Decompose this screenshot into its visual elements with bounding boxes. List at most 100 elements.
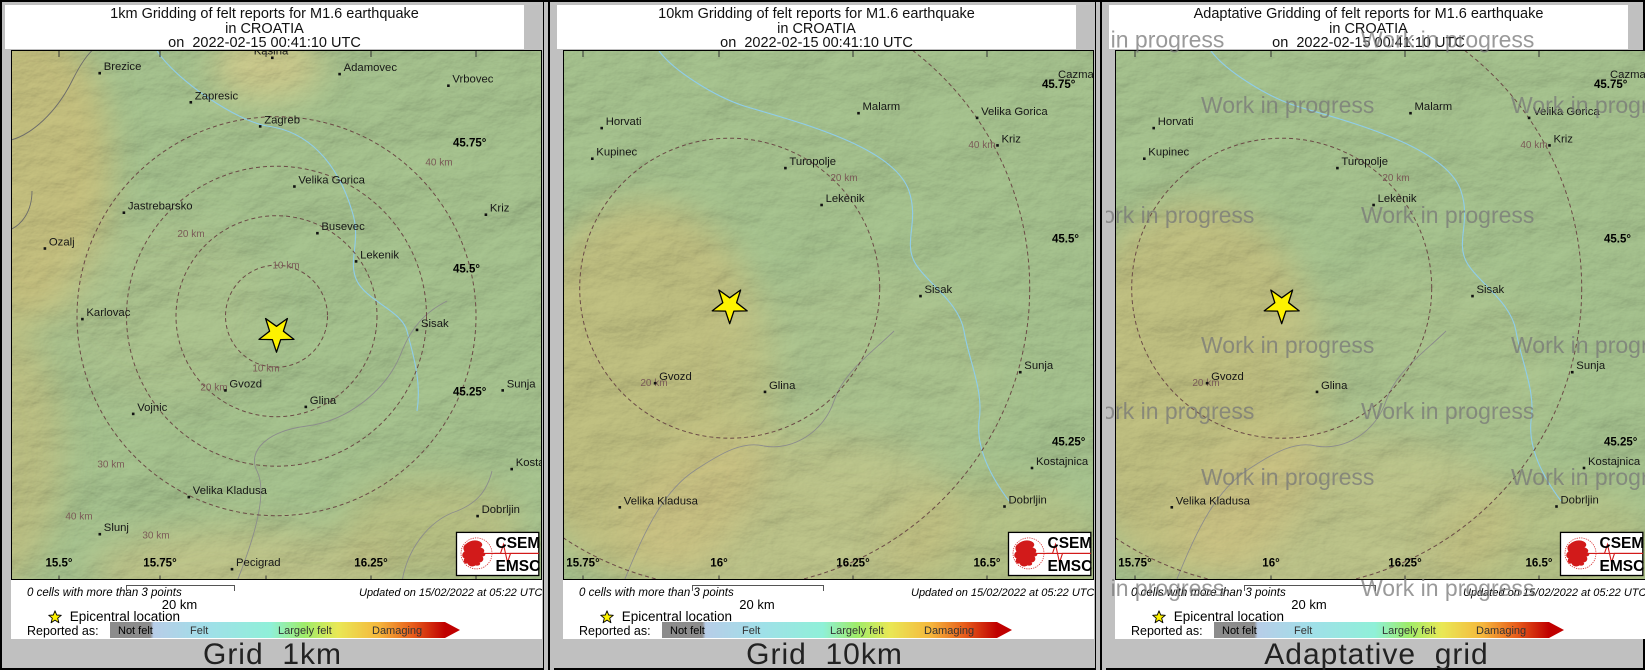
svg-text:Vojnic: Vojnic xyxy=(137,401,167,413)
svg-text:EMSC: EMSC xyxy=(496,557,541,574)
svg-text:Kostajnica: Kostajnica xyxy=(516,457,542,469)
svg-text:30 km: 30 km xyxy=(142,530,169,541)
svg-text:Sunja: Sunja xyxy=(1576,360,1606,372)
svg-text:Gvozd: Gvozd xyxy=(659,371,692,383)
svg-text:16°: 16° xyxy=(1262,557,1280,569)
svg-text:45.75°: 45.75° xyxy=(453,137,487,149)
svg-text:Not felt: Not felt xyxy=(1222,625,1257,637)
svg-text:Gvozd: Gvozd xyxy=(229,378,262,390)
svg-text:CSEM: CSEM xyxy=(1048,534,1093,551)
svg-text:Sunja: Sunja xyxy=(507,378,537,390)
svg-text:40 km: 40 km xyxy=(1520,140,1547,151)
svg-text:16°: 16° xyxy=(710,557,728,569)
svg-text:Lekenik: Lekenik xyxy=(1378,193,1417,205)
svg-text:Lekenik: Lekenik xyxy=(826,193,865,205)
svg-text:Dobrljin: Dobrljin xyxy=(1009,494,1047,506)
svg-text:Pecigrad: Pecigrad xyxy=(236,557,281,569)
svg-text:Malarm: Malarm xyxy=(1415,101,1453,113)
svg-text:16.5°: 16.5° xyxy=(1526,557,1553,569)
svg-text:45.25°: 45.25° xyxy=(453,386,487,398)
svg-text:Velika Gorica: Velika Gorica xyxy=(981,105,1048,117)
svg-text:CSEM: CSEM xyxy=(1600,534,1645,551)
svg-text:Largely felt: Largely felt xyxy=(278,625,332,637)
svg-text:20 km: 20 km xyxy=(177,229,204,240)
svg-text:Velika Gorica: Velika Gorica xyxy=(1533,105,1600,117)
svg-text:10 km: 10 km xyxy=(272,260,299,271)
svg-text:Sisak: Sisak xyxy=(925,284,953,296)
svg-text:Kriz: Kriz xyxy=(1554,133,1574,145)
svg-text:45.75°: 45.75° xyxy=(1042,79,1076,91)
svg-text:15.75°: 15.75° xyxy=(566,557,600,569)
svg-text:Not felt: Not felt xyxy=(118,625,153,637)
svg-text:16.5°: 16.5° xyxy=(974,557,1001,569)
svg-text:Sisak: Sisak xyxy=(421,317,449,329)
svg-text:Kostajnica: Kostajnica xyxy=(1588,456,1641,468)
svg-text:Velika Kladusa: Velika Kladusa xyxy=(193,485,268,497)
svg-text:16.25°: 16.25° xyxy=(1388,557,1422,569)
svg-text:Gvozd: Gvozd xyxy=(1211,371,1244,383)
svg-text:EMSC: EMSC xyxy=(1600,557,1645,574)
svg-text:Damaging: Damaging xyxy=(1476,625,1526,637)
svg-text:Kupinec: Kupinec xyxy=(1148,146,1189,158)
svg-text:Lekenik: Lekenik xyxy=(360,249,399,261)
svg-text:45.25°: 45.25° xyxy=(1604,436,1638,448)
svg-text:EMSC: EMSC xyxy=(1048,557,1093,574)
svg-text:Slunj: Slunj xyxy=(104,522,129,534)
svg-text:45.5°: 45.5° xyxy=(1052,233,1079,245)
svg-text:Kostajnica: Kostajnica xyxy=(1036,456,1089,468)
svg-text:15.75°: 15.75° xyxy=(143,557,177,569)
svg-text:10 km: 10 km xyxy=(252,363,279,374)
svg-text:Sisak: Sisak xyxy=(1477,284,1505,296)
svg-text:Zapresic: Zapresic xyxy=(195,90,239,102)
svg-text:Turopolje: Turopolje xyxy=(789,156,836,168)
svg-text:40 km: 40 km xyxy=(968,140,995,151)
svg-text:Kriz: Kriz xyxy=(490,202,510,214)
svg-text:Velika Gorica: Velika Gorica xyxy=(298,174,365,186)
svg-text:Jastrebarsko: Jastrebarsko xyxy=(128,200,193,212)
svg-text:45.5°: 45.5° xyxy=(1604,233,1631,245)
svg-text:Malarm: Malarm xyxy=(863,101,901,113)
svg-text:Turopolje: Turopolje xyxy=(1341,156,1388,168)
svg-text:Felt: Felt xyxy=(190,625,208,637)
svg-text:20 km: 20 km xyxy=(200,382,227,393)
svg-text:Velika Kladusa: Velika Kladusa xyxy=(624,495,699,507)
svg-text:30 km: 30 km xyxy=(97,459,124,470)
svg-text:45.5°: 45.5° xyxy=(453,263,480,275)
svg-text:Dobrljin: Dobrljin xyxy=(1561,494,1599,506)
svg-text:Felt: Felt xyxy=(1294,625,1312,637)
svg-text:Adamovec: Adamovec xyxy=(344,62,398,74)
svg-text:15.5°: 15.5° xyxy=(46,557,73,569)
svg-text:Dobrljin: Dobrljin xyxy=(482,504,520,516)
svg-text:Largely felt: Largely felt xyxy=(1382,625,1436,637)
svg-text:Sunja: Sunja xyxy=(1024,360,1054,372)
svg-text:Busevec: Busevec xyxy=(321,221,365,233)
svg-text:Kupinec: Kupinec xyxy=(596,146,637,158)
svg-text:Not felt: Not felt xyxy=(670,625,705,637)
svg-text:20 km: 20 km xyxy=(830,173,857,184)
svg-text:Horvati: Horvati xyxy=(606,116,642,128)
svg-text:Glina: Glina xyxy=(1321,379,1348,391)
svg-text:16.25°: 16.25° xyxy=(836,557,870,569)
svg-text:40 km: 40 km xyxy=(425,157,452,168)
svg-text:Damaging: Damaging xyxy=(924,625,974,637)
svg-text:40 km: 40 km xyxy=(65,511,92,522)
svg-text:Velika Kladusa: Velika Kladusa xyxy=(1176,495,1251,507)
svg-text:Kasina: Kasina xyxy=(254,51,289,58)
svg-text:Damaging: Damaging xyxy=(372,625,422,637)
svg-text:45.25°: 45.25° xyxy=(1052,436,1086,448)
svg-text:Glina: Glina xyxy=(310,394,337,406)
svg-text:Karlovac: Karlovac xyxy=(86,307,130,319)
svg-text:CSEM: CSEM xyxy=(496,534,541,551)
svg-text:Horvati: Horvati xyxy=(1158,116,1194,128)
svg-text:20 km: 20 km xyxy=(1382,173,1409,184)
svg-text:15.75°: 15.75° xyxy=(1118,557,1152,569)
svg-text:Glina: Glina xyxy=(769,379,796,391)
svg-text:Felt: Felt xyxy=(742,625,760,637)
svg-text:Largely felt: Largely felt xyxy=(830,625,884,637)
svg-text:Ozalj: Ozalj xyxy=(49,236,75,248)
svg-text:Vrbovec: Vrbovec xyxy=(452,73,493,85)
svg-text:Zagreb: Zagreb xyxy=(264,114,300,126)
svg-text:16.25°: 16.25° xyxy=(354,557,388,569)
svg-text:45.75°: 45.75° xyxy=(1594,79,1628,91)
svg-text:Kriz: Kriz xyxy=(1002,133,1022,145)
